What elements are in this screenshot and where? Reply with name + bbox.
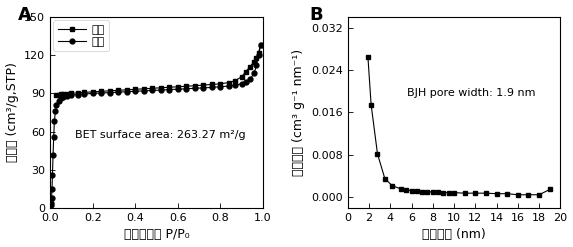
吸附 bbox=[225, 84, 232, 87]
X-axis label: 孔隅直径 (nm): 孔隅直径 (nm) bbox=[422, 228, 486, 242]
吸附 bbox=[106, 91, 113, 94]
吸附 bbox=[253, 64, 260, 67]
脱附 bbox=[64, 92, 70, 95]
X-axis label: 相对压力， P/P₀: 相对压力， P/P₀ bbox=[124, 228, 189, 242]
吸附 bbox=[149, 89, 156, 92]
脱附 bbox=[149, 87, 156, 90]
脱附 bbox=[257, 43, 264, 46]
吸附 bbox=[53, 103, 60, 106]
吸附 bbox=[246, 78, 253, 81]
脱附 bbox=[132, 88, 139, 91]
吸附 bbox=[209, 86, 215, 89]
吸附 bbox=[49, 187, 56, 190]
脱附 bbox=[200, 84, 207, 87]
脱附 bbox=[246, 65, 253, 68]
脱附 bbox=[255, 51, 262, 54]
脱附 bbox=[89, 90, 96, 93]
脱附 bbox=[225, 81, 232, 84]
吸附 bbox=[140, 89, 147, 92]
吸附 bbox=[123, 90, 130, 93]
Line: 吸附: 吸附 bbox=[48, 42, 263, 208]
吸附 bbox=[48, 204, 54, 207]
吸附 bbox=[242, 81, 249, 83]
脱附 bbox=[157, 86, 164, 89]
脱附 bbox=[253, 56, 260, 59]
Text: BET surface area: 263.27 m²/g: BET surface area: 263.27 m²/g bbox=[76, 130, 246, 141]
脱附 bbox=[55, 93, 62, 96]
Text: B: B bbox=[309, 5, 323, 23]
吸附 bbox=[48, 196, 55, 199]
吸附 bbox=[55, 100, 62, 103]
脱附 bbox=[53, 94, 60, 97]
脱附 bbox=[174, 85, 181, 88]
Legend: 脱附, 吸附: 脱附, 吸附 bbox=[53, 20, 109, 51]
吸附 bbox=[48, 202, 54, 205]
吸附 bbox=[115, 91, 121, 94]
脱附 bbox=[140, 87, 147, 90]
吸附 bbox=[89, 92, 96, 95]
脱附 bbox=[251, 60, 258, 63]
吸附 bbox=[50, 135, 57, 138]
吸附 bbox=[251, 72, 258, 75]
Y-axis label: 吸附量 (cm³/g,STP): 吸附量 (cm³/g,STP) bbox=[6, 62, 18, 163]
脱附 bbox=[98, 90, 105, 93]
吸附 bbox=[98, 92, 105, 95]
Line: 脱附: 脱附 bbox=[54, 42, 263, 98]
吸附 bbox=[60, 96, 66, 99]
吸附 bbox=[174, 88, 181, 91]
吸附 bbox=[74, 93, 81, 96]
吸附 bbox=[200, 86, 207, 89]
脱附 bbox=[123, 88, 130, 91]
脱附 bbox=[60, 93, 66, 96]
吸附 bbox=[183, 87, 190, 90]
脱附 bbox=[191, 84, 198, 87]
脱附 bbox=[115, 89, 121, 92]
吸附 bbox=[50, 153, 57, 156]
吸附 bbox=[52, 110, 59, 113]
Y-axis label: 孔隅容积 (cm³ g⁻¹ nm⁻¹): 孔隅容积 (cm³ g⁻¹ nm⁻¹) bbox=[292, 49, 305, 176]
吸附 bbox=[57, 97, 64, 100]
吸附 bbox=[257, 43, 264, 46]
吸附 bbox=[166, 88, 172, 91]
脱附 bbox=[106, 89, 113, 92]
吸附 bbox=[238, 82, 245, 85]
吸附 bbox=[255, 54, 262, 57]
吸附 bbox=[68, 94, 75, 97]
脱附 bbox=[183, 85, 190, 88]
脱附 bbox=[81, 91, 88, 94]
吸附 bbox=[157, 89, 164, 92]
脱附 bbox=[242, 70, 249, 73]
吸附 bbox=[51, 120, 58, 123]
Text: A: A bbox=[18, 5, 32, 23]
脱附 bbox=[217, 82, 223, 85]
脱附 bbox=[209, 83, 215, 86]
脱附 bbox=[231, 79, 238, 82]
脱附 bbox=[74, 91, 81, 94]
吸附 bbox=[231, 84, 238, 87]
吸附 bbox=[81, 93, 88, 96]
脱附 bbox=[68, 92, 75, 95]
吸附 bbox=[64, 94, 70, 97]
Text: BJH pore width: 1.9 nm: BJH pore width: 1.9 nm bbox=[407, 88, 535, 98]
脱附 bbox=[57, 93, 64, 96]
吸附 bbox=[132, 90, 139, 93]
吸附 bbox=[191, 87, 198, 90]
吸附 bbox=[49, 173, 56, 176]
脱附 bbox=[238, 75, 245, 78]
吸附 bbox=[217, 85, 223, 88]
脱附 bbox=[166, 86, 172, 89]
